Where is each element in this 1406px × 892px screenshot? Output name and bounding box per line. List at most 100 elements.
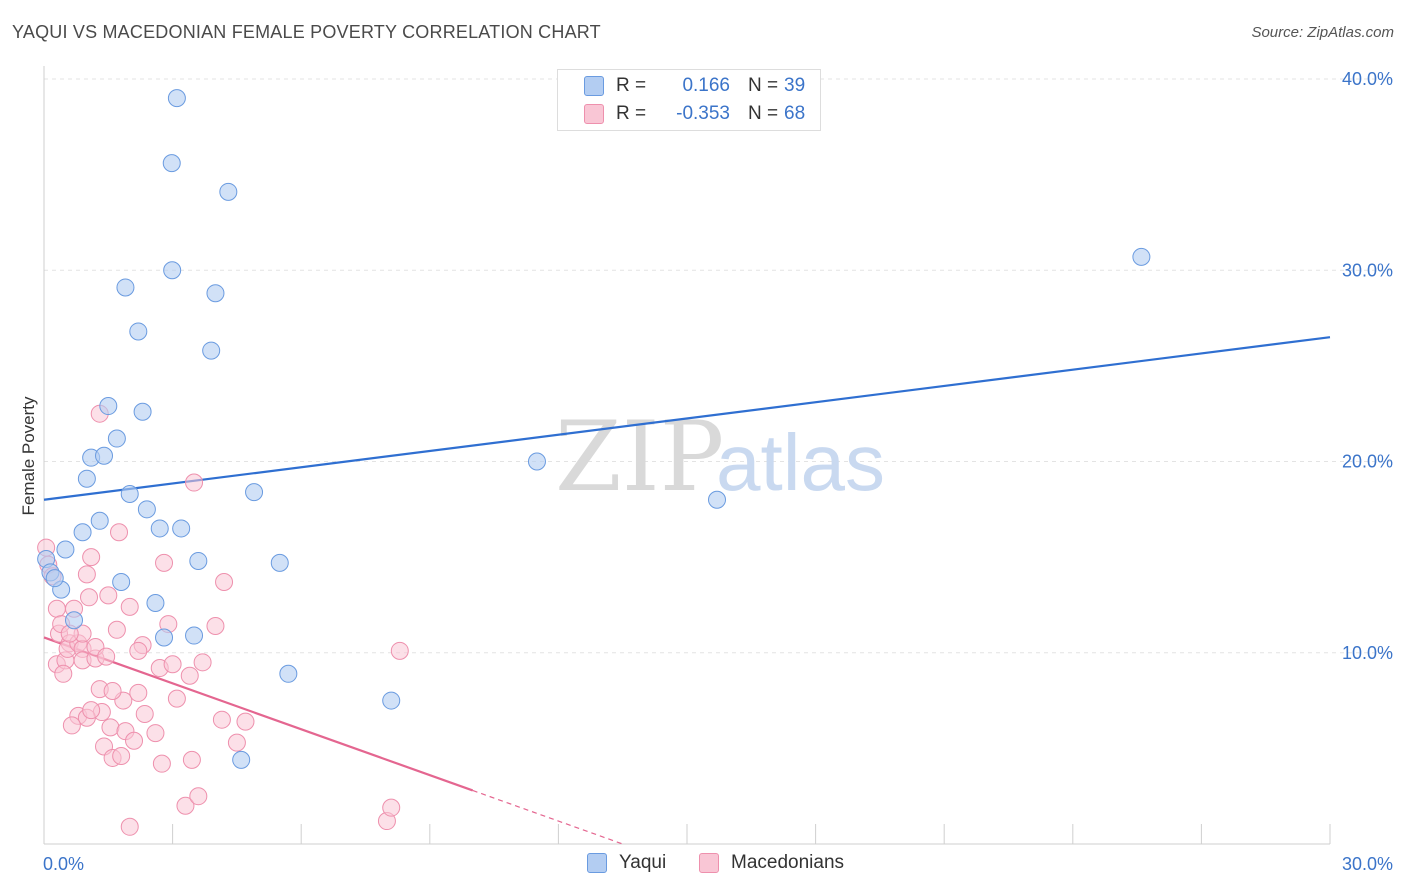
yaqui-swatch (584, 76, 604, 96)
yaqui-point (116, 278, 135, 297)
macedonians-point (182, 750, 201, 769)
yaqui-point (167, 89, 186, 108)
macedonians-point (176, 796, 195, 815)
macedonians-point (129, 641, 148, 660)
yaqui-point (65, 611, 84, 630)
macedonians-legend-label: Macedonians (731, 852, 845, 873)
y-tick-label: 40.0% (1342, 69, 1393, 89)
source-label: Source: ZipAtlas.com (1251, 24, 1394, 41)
x-tick-label-min: 0.0% (43, 854, 84, 874)
watermark-zip: ZIP (555, 401, 724, 513)
yaqui-trend-line (43, 336, 1331, 501)
macedonians-point (112, 747, 131, 766)
yaqui-point (270, 553, 289, 572)
macedonians-point (189, 787, 208, 806)
macedonians-point (129, 683, 148, 702)
macedonians-point (103, 682, 122, 700)
yaqui-point (150, 519, 169, 538)
yaqui-point (202, 341, 221, 360)
legend-n-label: N = (748, 75, 779, 96)
grid-lines (44, 78, 1395, 654)
macedonians-point (163, 655, 182, 674)
trend-lines (43, 336, 1331, 845)
macedonians-point (97, 647, 116, 666)
macedonians-point (155, 553, 174, 572)
macedonians-point (54, 664, 73, 683)
yaqui-point (120, 485, 139, 504)
yaqui-point (163, 261, 182, 280)
yaqui-legend-swatch (587, 853, 607, 873)
macedonians-point (82, 701, 101, 720)
legend-n-value: 68 (784, 103, 806, 124)
macedonians-point (77, 565, 96, 584)
correlation-legend: R = 0.166 N = 39 R = -0.353 N = 68 (557, 69, 821, 131)
macedonians-points (37, 404, 409, 836)
legend-r-label: R = (616, 103, 647, 124)
legend-row-yaqui: R = 0.166 N = 39 (558, 73, 805, 99)
yaqui-point (172, 519, 191, 538)
y-tick-label: 30.0% (1342, 260, 1393, 280)
legend-n-label: N = (748, 103, 779, 124)
axis-labels: 10.0% 20.0% 30.0% 40.0% 0.0% 30.0% Female Pove… (19, 69, 1393, 874)
series-legend: Yaqui Macedonians (0, 852, 1406, 878)
yaqui-point (155, 628, 174, 647)
axes (43, 66, 1331, 845)
macedonians-point (167, 689, 186, 708)
macedonians-point (125, 731, 144, 750)
yaqui-point (133, 402, 152, 421)
macedonians-point (152, 754, 171, 773)
yaqui-point (99, 397, 118, 416)
macedonians-point (80, 588, 99, 607)
yaqui-point (219, 182, 238, 201)
yaqui-point (77, 469, 96, 488)
yaqui-point (137, 500, 156, 519)
macedonians-point (110, 523, 129, 542)
macedonians-point (212, 710, 231, 729)
macedonians-trend-line (43, 636, 474, 792)
yaqui-point (162, 154, 181, 173)
macedonians-point (47, 599, 66, 618)
yaqui-point (206, 284, 225, 303)
legend-item-macedonians[interactable]: Macedonians (699, 852, 844, 874)
yaqui-point (232, 750, 251, 769)
macedonians-point (236, 712, 255, 731)
yaqui-point (1132, 247, 1151, 266)
chart-title: YAQUI VS MACEDONIAN FEMALE POVERTY CORRE… (12, 22, 601, 42)
macedonians-point (146, 724, 165, 743)
y-tick-label: 10.0% (1342, 643, 1393, 663)
legend-item-yaqui[interactable]: Yaqui (587, 852, 666, 874)
yaqui-point (382, 691, 401, 710)
legend-n-value: 39 (784, 75, 806, 96)
macedonians-point (390, 641, 409, 660)
macedonians-point (180, 666, 199, 685)
yaqui-point (56, 540, 75, 559)
macedonians-point (227, 733, 246, 752)
yaqui-point (708, 490, 727, 509)
macedonians-point (206, 616, 225, 635)
macedonians-point (135, 704, 154, 723)
legend-r-label: R = (616, 75, 647, 96)
yaqui-point (73, 523, 92, 542)
macedonians-legend-swatch (699, 853, 719, 873)
zipatlas-watermark: ZIP atlas (555, 401, 885, 513)
macedonians-trend-extension (472, 789, 623, 845)
yaqui-point (189, 551, 208, 570)
yaqui-point (112, 572, 131, 591)
watermark-atlas: atlas (716, 418, 885, 507)
macedonians-point (99, 586, 118, 605)
yaqui-point (129, 322, 148, 341)
macedonians-point (215, 572, 234, 591)
yaqui-point (185, 626, 204, 645)
macedonians-swatch (584, 104, 604, 124)
macedonians-point (107, 620, 126, 639)
macedonians-point (382, 798, 401, 817)
yaqui-point (90, 511, 109, 530)
yaqui-points (37, 89, 1151, 769)
legend-r-value: -0.353 (676, 103, 730, 124)
macedonians-point (82, 548, 101, 567)
yaqui-point (527, 452, 546, 471)
macedonians-point (120, 817, 139, 836)
yaqui-point (95, 446, 114, 465)
macedonians-point (185, 473, 204, 492)
